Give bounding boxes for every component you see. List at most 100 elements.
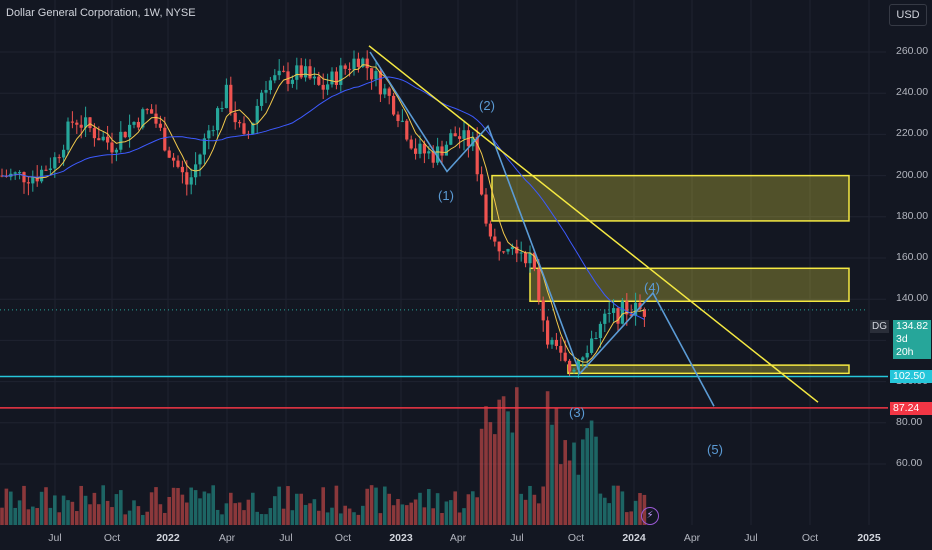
volume-bar (308, 503, 312, 525)
grid-lines (0, 0, 886, 525)
candle-body (546, 320, 550, 345)
candle-body (22, 172, 26, 183)
volume-bar (488, 422, 493, 525)
volume-bar (449, 500, 453, 525)
candle-body (44, 169, 48, 171)
time-tick-label: 2025 (857, 532, 881, 544)
volume-bar (567, 460, 572, 525)
time-tick-label: Apr (683, 532, 701, 544)
candle-body (70, 121, 74, 123)
price-tick-label: 80.00 (896, 415, 923, 428)
candle-body (317, 76, 321, 85)
candle-body (572, 369, 576, 372)
candle-body (488, 223, 492, 237)
candle-body (594, 338, 598, 340)
volume-bar (611, 485, 616, 525)
candle-body (233, 112, 237, 123)
price-tick-label: 200.00 (896, 168, 929, 181)
volume-bar (237, 502, 242, 525)
candle-body (378, 71, 382, 95)
last-price-tag: 134.82 3d 20h (893, 320, 931, 359)
chart-title: Dollar General Corporation, 1W, NYSE (6, 7, 196, 19)
volume-bar (576, 474, 581, 525)
volume-bar (136, 506, 141, 525)
volume-bar (453, 491, 457, 525)
volume-bar (493, 434, 497, 525)
time-tick-label: 2024 (622, 532, 646, 544)
candle-body (541, 300, 545, 321)
candle-body (405, 120, 409, 140)
volume-bar (132, 500, 136, 525)
volume-bar (224, 503, 229, 525)
candle-body (550, 339, 554, 345)
volume-bar (554, 408, 559, 525)
candle-body (79, 124, 83, 128)
candle-body (629, 314, 633, 316)
supply-zone (567, 364, 850, 375)
volume-bar (154, 487, 158, 525)
volume-bar (251, 492, 255, 525)
volume-bar (484, 406, 488, 525)
volume-bar (629, 511, 633, 525)
volume-bar (110, 507, 114, 525)
volume-bar (444, 501, 449, 525)
candle-body (590, 338, 594, 353)
volume-bar (286, 486, 290, 525)
candle-body (449, 133, 453, 145)
candle-body (334, 71, 338, 85)
supply-zone (529, 267, 850, 303)
supply-demand-zones[interactable] (491, 174, 850, 375)
time-tick-label: Apr (218, 532, 236, 544)
volume-bar (185, 502, 189, 525)
candle-body (198, 154, 202, 165)
candle-body (607, 312, 611, 314)
volume-bar (123, 514, 127, 525)
candle-body (387, 88, 391, 96)
elliott-wave-path (369, 51, 715, 407)
candle-body (576, 359, 580, 370)
candle-body (528, 252, 532, 264)
volume-bar (396, 499, 400, 525)
volume-bar (48, 507, 53, 525)
candle-body (40, 169, 44, 182)
volume-bar (506, 411, 510, 525)
candle-body (66, 121, 70, 150)
volume-bar (53, 495, 57, 525)
candle-body (418, 143, 422, 154)
volume-bar (312, 499, 317, 525)
drawing-lines[interactable] (0, 45, 888, 409)
volume-bar (391, 505, 396, 525)
candle-body (497, 241, 501, 252)
volume-bar (119, 490, 123, 525)
volume-bar (39, 491, 44, 525)
candle-body (383, 88, 387, 95)
currency-button[interactable]: USD (889, 4, 927, 26)
time-tick-label: Oct (334, 532, 352, 544)
wave-label: (1) (438, 188, 454, 203)
wave-label: (4) (644, 280, 660, 295)
candle-body (132, 121, 136, 125)
candle-body (642, 309, 646, 317)
candle-body (352, 58, 356, 70)
volume-bar (255, 511, 259, 525)
candle-body (431, 151, 435, 163)
volume-bar (264, 514, 268, 525)
lightning-icon[interactable]: ⚡ (641, 507, 659, 525)
volume-bar (475, 497, 479, 525)
candle-body (559, 345, 563, 353)
candle-body (238, 122, 242, 124)
volume-bar (431, 508, 435, 525)
volume-bar (105, 500, 110, 525)
volume-bar (545, 391, 550, 525)
volume-bar (365, 488, 369, 525)
volume-bar (295, 493, 299, 525)
volume-bar (325, 512, 330, 525)
volume-bar (471, 491, 475, 525)
candle-body (216, 108, 220, 131)
candle-body (484, 194, 488, 224)
candle-body (537, 268, 541, 301)
volume-bar (519, 493, 523, 525)
candle-body (150, 109, 154, 114)
time-tick-label: Oct (801, 532, 819, 544)
